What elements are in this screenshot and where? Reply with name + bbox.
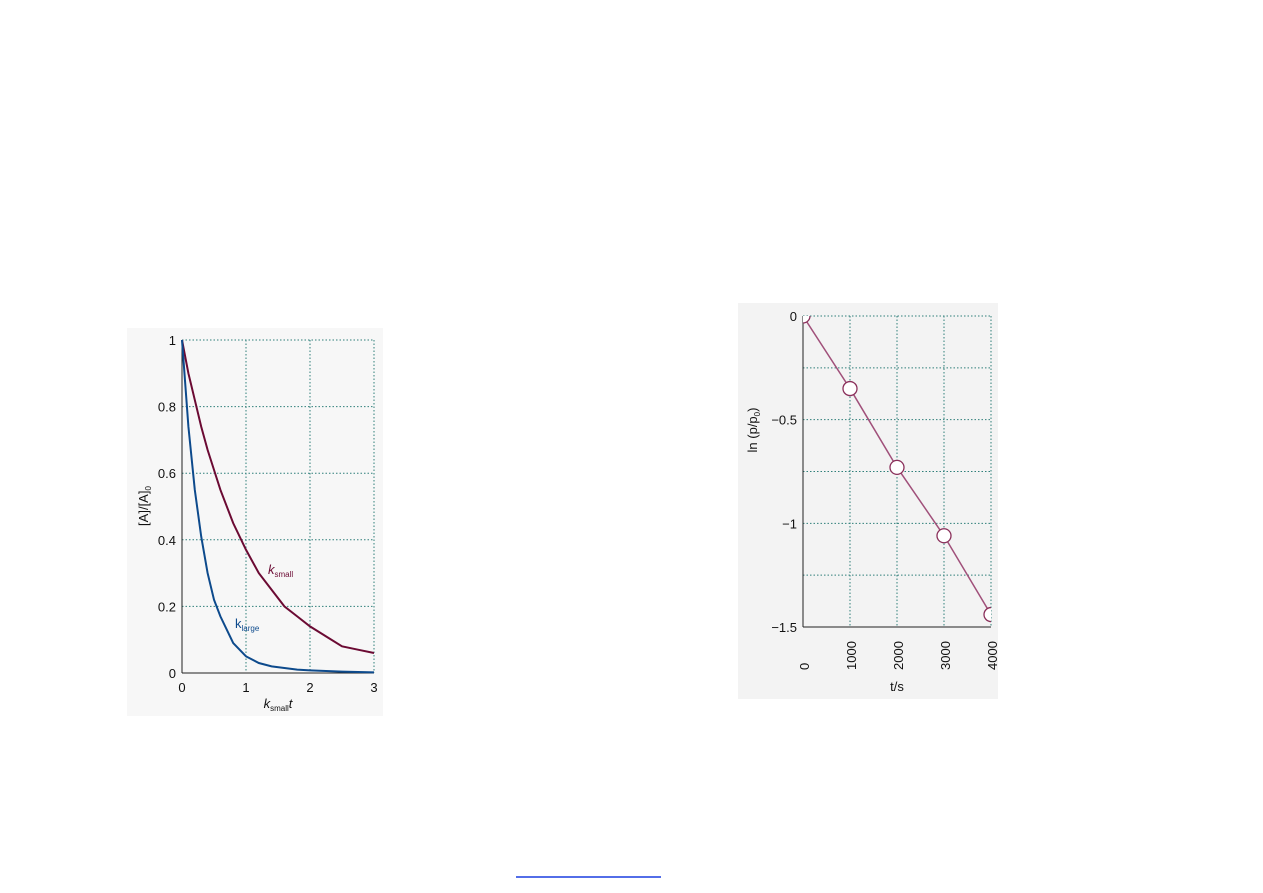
y-tick-label: 0 bbox=[790, 309, 797, 324]
x-axis-label: t/s bbox=[890, 679, 904, 694]
x-tick-label: 0 bbox=[797, 663, 812, 670]
y-tick-label: 1 bbox=[169, 333, 176, 348]
line-series bbox=[181, 339, 375, 674]
x-tick-label: 3 bbox=[370, 680, 377, 695]
x-tick-label: 4000 bbox=[985, 641, 1000, 670]
y-tick-label: 0.8 bbox=[158, 400, 176, 415]
chart-background bbox=[738, 303, 998, 699]
series-label: ksmall bbox=[268, 562, 293, 579]
plot-area bbox=[803, 316, 991, 623]
data-point bbox=[803, 316, 811, 324]
series-label: klarge bbox=[235, 616, 260, 633]
x-axis-label-sub: small bbox=[270, 704, 289, 713]
y-tick-label: −1.5 bbox=[771, 620, 797, 635]
series-label-sub: small bbox=[275, 570, 294, 579]
x-axis-label: ksmallt bbox=[264, 696, 294, 713]
data-point bbox=[889, 459, 905, 476]
data-point bbox=[936, 528, 952, 544]
y-axis-label-sub: 0 bbox=[753, 411, 762, 416]
line-series bbox=[181, 339, 375, 654]
data-point bbox=[842, 380, 858, 397]
x-axis-label-main: k bbox=[264, 696, 272, 711]
y-axis-label-main: ln (p/p bbox=[745, 416, 760, 452]
y-axis-label-sub: 0 bbox=[144, 486, 153, 491]
x-tick-label: 3000 bbox=[938, 641, 953, 670]
data-point bbox=[983, 606, 991, 623]
y-axis-label: [A]/[A]0 bbox=[136, 486, 153, 526]
y-tick-label: 0.6 bbox=[158, 466, 176, 481]
x-tick-label: 2 bbox=[306, 680, 313, 695]
x-tick-label: 0 bbox=[178, 680, 185, 695]
y-axis-label-tail: ) bbox=[745, 408, 760, 412]
y-tick-label: −0.5 bbox=[771, 413, 797, 428]
series-label-sub: large bbox=[242, 624, 260, 633]
series-label-main: k bbox=[268, 562, 276, 577]
chart-background bbox=[127, 328, 383, 716]
y-axis-label-main: [A]/[A] bbox=[136, 491, 151, 526]
y-tick-label: 0.2 bbox=[158, 599, 176, 614]
y-tick-label: 0.4 bbox=[158, 533, 176, 548]
series-label-main: k bbox=[235, 616, 242, 631]
x-tick-label: 2000 bbox=[891, 641, 906, 670]
x-axis-label-tail: t bbox=[289, 696, 294, 711]
y-tick-label: 0 bbox=[169, 666, 176, 681]
x-tick-label: 1000 bbox=[844, 641, 859, 670]
y-tick-label: −1 bbox=[782, 516, 797, 531]
x-tick-label: 1 bbox=[242, 680, 249, 695]
y-axis-label: ln (p/p0) bbox=[745, 408, 762, 453]
